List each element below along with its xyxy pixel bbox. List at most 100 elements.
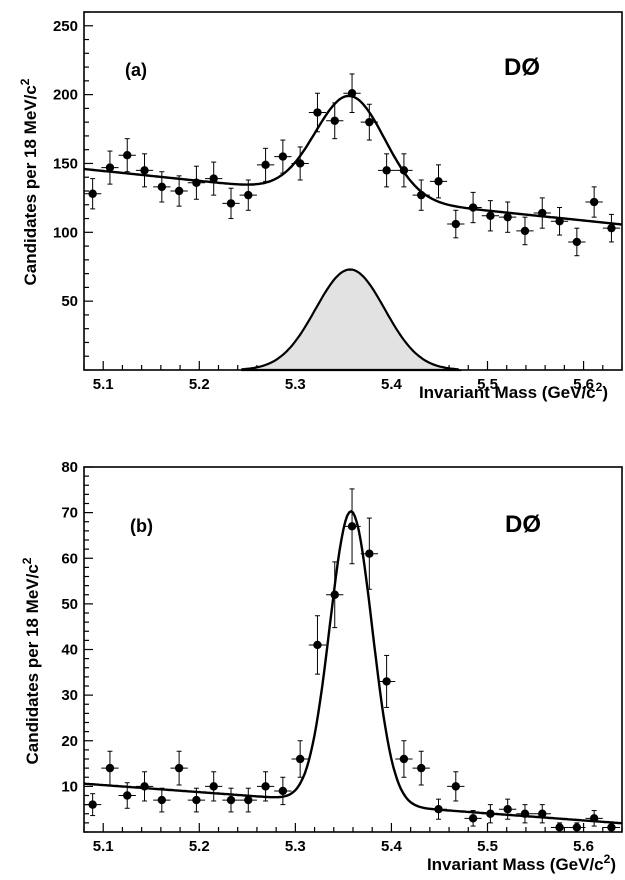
- b-data-marker: [209, 782, 218, 791]
- b-data-marker: [520, 809, 530, 818]
- a-data-point: [481, 200, 500, 232]
- a-y-tick-label: 50: [61, 293, 78, 310]
- a-data-point: [533, 197, 551, 229]
- a-data-point: [239, 179, 257, 211]
- a-data-point: [499, 201, 517, 233]
- b-data-marker: [295, 754, 305, 764]
- a-x-tick-label: 5.4: [381, 376, 403, 393]
- b-data-point: [602, 822, 621, 833]
- a-data-marker: [140, 166, 149, 175]
- a-y-tick-label: 200: [53, 87, 78, 104]
- a-data-marker: [226, 199, 236, 208]
- a-data-point: [447, 209, 465, 239]
- a-data-marker: [295, 159, 305, 168]
- b-data-marker: [399, 754, 409, 764]
- b-data-marker: [417, 763, 426, 773]
- a-y-tick-label: 100: [53, 224, 78, 241]
- b-data-point: [447, 771, 465, 802]
- a-data-point: [170, 175, 188, 207]
- b-data-marker: [503, 804, 512, 814]
- b-x-tick-label: 5.3: [285, 838, 306, 855]
- panel-a-experiment-label: DØ: [504, 54, 540, 81]
- b-data-point: [585, 810, 603, 827]
- a-data-marker: [434, 177, 443, 186]
- panel-a-x-axis-label-sup: 2: [596, 380, 603, 394]
- b-data-point: [222, 787, 240, 813]
- panel-a: 5.1 5.2 5.3 5.4 5.5 5.6 50 100 150 200 250 (a) DØ…: [18, 11, 623, 402]
- a-data-marker: [313, 108, 322, 117]
- b-data-marker: [174, 763, 184, 773]
- b-data-marker: [140, 782, 149, 791]
- a-data-point: [84, 178, 102, 210]
- a-data-point: [118, 138, 136, 173]
- b-data-marker: [486, 809, 495, 818]
- a-x-tick-label: 5.3: [285, 376, 306, 393]
- panel-a-y-axis-label-sup: 2: [18, 78, 32, 85]
- b-data-marker: [330, 590, 339, 599]
- b-x-tick-label: 5.6: [573, 838, 594, 855]
- a-data-point: [429, 164, 448, 199]
- b-data-marker: [538, 809, 547, 818]
- a-data-point: [274, 139, 292, 174]
- b-data-marker: [468, 814, 478, 823]
- a-data-marker: [572, 237, 582, 247]
- a-data-marker: [399, 166, 409, 175]
- a-data-point: [326, 102, 344, 140]
- a-data-marker: [468, 203, 478, 212]
- panel-a-y-axis-label-main: Candidates per 18 MeV/c: [21, 85, 40, 285]
- a-data-marker: [174, 186, 184, 196]
- a-data-marker: [123, 151, 132, 160]
- panel-b-y-axis-label: Candidates per 18 MeV/c2: [20, 557, 42, 764]
- b-data-point: [205, 771, 223, 802]
- b-data-point: [256, 771, 275, 802]
- a-data-marker: [538, 208, 547, 218]
- panel-b-data-points: [84, 488, 621, 833]
- b-data-point: [568, 822, 586, 833]
- a-data-point: [395, 153, 413, 188]
- panel-b-y-tick-labels: 10 20 30 40 50 60 70 80: [61, 459, 78, 795]
- b-y-tick-label: 70: [61, 505, 78, 522]
- a-data-point: [360, 103, 378, 141]
- a-data-marker: [105, 163, 115, 172]
- b-data-marker: [382, 677, 391, 686]
- b-data-point: [481, 804, 500, 824]
- panel-b-x-axis-label-end: ): [610, 855, 616, 874]
- a-data-point: [256, 147, 275, 182]
- panel-b-experiment-label: DØ: [505, 511, 541, 538]
- a-data-marker: [503, 212, 512, 222]
- a-data-point: [153, 171, 171, 203]
- b-data-point: [377, 654, 396, 708]
- b-data-point: [326, 561, 344, 629]
- panel-a-x-axis-label-end: ): [602, 383, 608, 402]
- b-data-point: [153, 787, 171, 813]
- panel-b-ticks: [83, 466, 623, 833]
- a-y-tick-label: 250: [53, 18, 78, 35]
- a-data-point: [187, 165, 206, 200]
- b-data-marker: [607, 823, 616, 832]
- b-data-point: [499, 798, 517, 820]
- a-data-marker: [157, 182, 167, 192]
- a-data-point: [412, 179, 430, 211]
- a-data-point: [377, 153, 396, 188]
- panel-b-x-axis-label-main: Invariant Mass (GeV/c: [427, 855, 604, 874]
- b-data-point: [101, 750, 119, 786]
- b-data-marker: [261, 782, 270, 791]
- b-x-tick-label: 5.5: [477, 838, 498, 855]
- b-data-point: [118, 782, 136, 809]
- a-x-tick-label: 5.1: [93, 376, 114, 393]
- b-data-point: [464, 810, 482, 827]
- a-data-point: [222, 187, 240, 220]
- panel-b-x-tick-labels: 5.1 5.2 5.3 5.4 5.5 5.6: [93, 838, 594, 855]
- a-data-point: [343, 73, 361, 114]
- b-data-point: [533, 804, 551, 824]
- b-data-marker: [88, 800, 97, 809]
- panel-b-fit-curve: [83, 509, 623, 825]
- b-x-tick-label: 5.1: [93, 838, 114, 855]
- a-data-point: [135, 153, 154, 188]
- b-y-tick-label: 60: [61, 550, 78, 567]
- b-data-point: [84, 793, 102, 817]
- a-data-marker: [192, 178, 201, 187]
- a-data-point: [568, 227, 586, 257]
- a-data-marker: [451, 219, 460, 229]
